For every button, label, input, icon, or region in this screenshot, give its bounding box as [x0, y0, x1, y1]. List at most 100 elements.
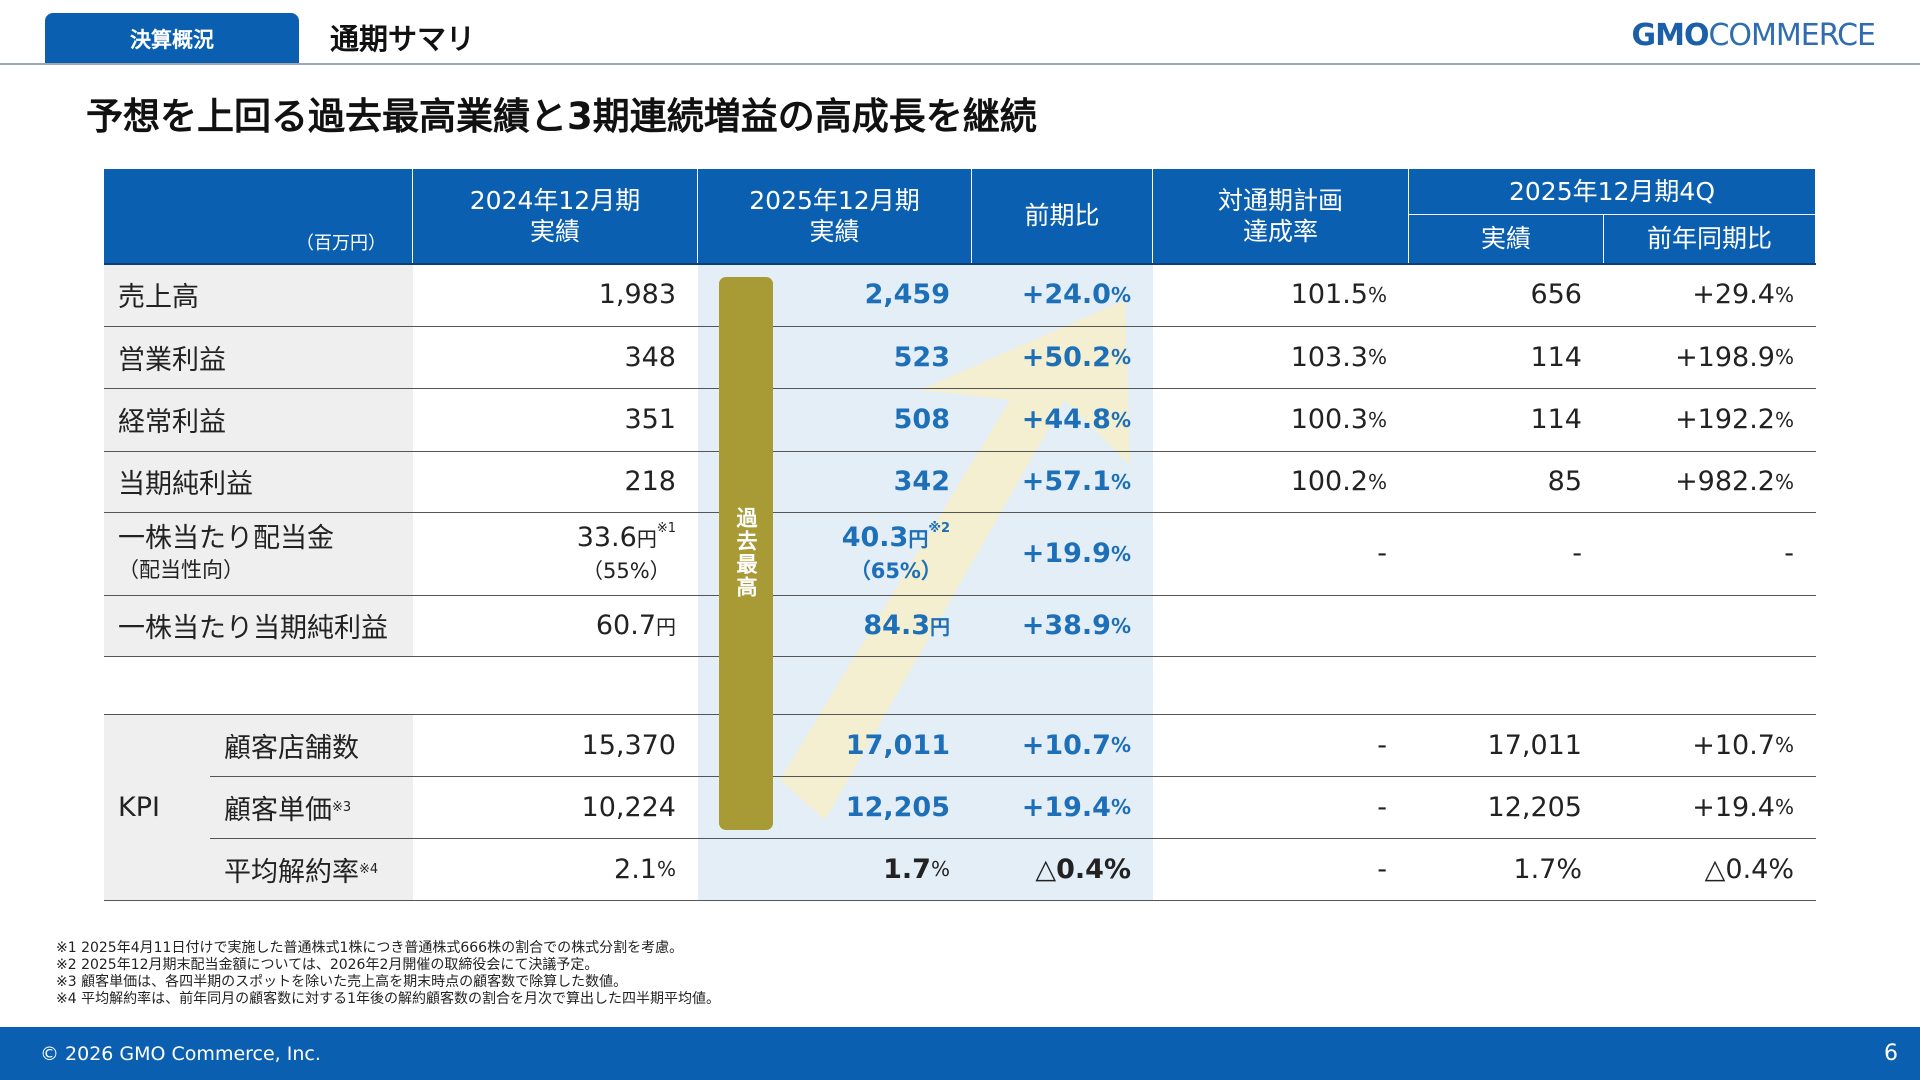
cell-text: +38.9: [1021, 610, 1111, 641]
page-number: 6: [1884, 1041, 1898, 1066]
unit: %: [1774, 469, 1794, 494]
row-divider: [104, 326, 1816, 327]
unit: 円: [636, 527, 657, 552]
cell-text: +44.8: [1021, 404, 1111, 435]
footer-bar: © 2026 GMO Commerce, Inc. 6: [0, 1027, 1920, 1080]
fy2025-value: 508: [698, 388, 972, 451]
cell-text: 218: [624, 466, 676, 497]
cell-text: 85: [1547, 466, 1582, 497]
cell-text: 12,205: [1487, 791, 1582, 823]
cell-text: 2025年12月期: [749, 185, 920, 215]
yoy-value: +19.9%: [972, 512, 1153, 595]
note: ※3: [332, 799, 352, 815]
plan-achievement: 101.5%: [1153, 263, 1409, 326]
unit: %: [1367, 345, 1387, 369]
yoy-value: +57.1%: [972, 451, 1153, 512]
fy2024-value: 1,983: [413, 263, 698, 326]
yoy-value: +50.2%: [972, 326, 1153, 388]
cell-text: 達成率: [1242, 217, 1318, 246]
row-divider: [210, 838, 1816, 839]
cell-text: 114: [1530, 341, 1582, 373]
unit: %: [1774, 345, 1794, 369]
note: ※2: [928, 521, 950, 537]
cell-text: -: [1377, 538, 1387, 569]
yoy-value: +44.8%: [972, 388, 1153, 451]
copyright: © 2026 GMO Commerce, Inc.: [40, 1043, 321, 1065]
q4-value: 1.7%: [1409, 838, 1604, 900]
row-divider: [104, 388, 1816, 389]
row-divider: [104, 656, 1816, 657]
cell-text: +50.2: [1021, 341, 1111, 373]
unit: %: [1367, 407, 1387, 432]
cell-text: 40.3: [841, 522, 909, 554]
footnote: ※3 顧客単価は、各四半期のスポットを除いた売上高を期末時点の顧客数で除算した数…: [56, 974, 628, 990]
cell-text: +24.0: [1021, 279, 1111, 310]
cell-text: 営業利益: [118, 344, 226, 376]
cell-text: 348: [624, 341, 676, 373]
cell-text: 2024年12月期: [469, 185, 641, 215]
cell-text: 一株当たり当期純利益: [118, 613, 388, 644]
q4-value: 12,205: [1409, 776, 1604, 838]
row-label: 一株当たり配当金 （配当性向）: [104, 512, 413, 595]
row-divider: [210, 776, 1816, 777]
cell-text: -: [1784, 538, 1794, 569]
cell-text: △0.4%: [1035, 853, 1131, 885]
yoy-value: +19.4%: [972, 776, 1153, 838]
fy2024-value: 218: [413, 451, 698, 512]
cell-text: 1,983: [598, 279, 676, 310]
plan-achievement: -: [1153, 838, 1409, 900]
cell-text: 実績: [529, 217, 580, 246]
yoy-value: △0.4%: [972, 838, 1153, 900]
fy2024-value: 33.6円※1 （55%）: [413, 512, 698, 595]
q4-yoy: +982.2%: [1604, 451, 1816, 512]
cell-text: 1.7: [883, 853, 931, 885]
fy2024-value: 348: [413, 326, 698, 388]
cell-text: 508: [893, 404, 950, 435]
row-divider: [104, 451, 1816, 452]
header-4q: 2025年12月期4Q: [1409, 169, 1816, 214]
unit: %: [1774, 282, 1794, 307]
cell-text: （65%）: [849, 558, 942, 583]
unit: 円: [656, 615, 676, 639]
row-divider: [104, 263, 1816, 265]
row-divider: [104, 595, 1816, 596]
fy2024-value: 351: [413, 388, 698, 451]
cell-text: -: [1377, 729, 1387, 761]
cell-text: 前年同期比: [1646, 224, 1772, 254]
cell-text: 実績: [1480, 224, 1531, 254]
kpi-row-label: 顧客店舗数: [210, 714, 413, 776]
cell-text: 実績: [809, 217, 860, 246]
q4-yoy: △0.4%: [1604, 838, 1816, 900]
kpi-row-label: 平均解約率 ※4: [210, 838, 413, 900]
row-divider: [104, 512, 1816, 513]
q4-yoy: -: [1604, 512, 1816, 595]
fy2025-value: 2,459: [698, 263, 972, 326]
row-label: 当期純利益: [104, 451, 413, 512]
cell-text: 2,459: [864, 279, 950, 310]
cell-text: 売上高: [118, 282, 199, 313]
unit: %: [1110, 541, 1131, 566]
fy2024-value: 60.7 円: [413, 595, 698, 656]
row-label: 経常利益: [104, 388, 413, 451]
row-label: 売上高: [104, 263, 413, 326]
plan-achievement: -: [1153, 714, 1409, 776]
unit: %: [1774, 407, 1794, 432]
plan-achievement: 100.2%: [1153, 451, 1409, 512]
fy2025-value: 40.3円※2 （65%）: [698, 512, 972, 595]
footnotes: ※1 2025年4月11日付けで実施した普通株式1株につき普通株式666株の割合…: [56, 940, 720, 1008]
unit: %: [1774, 795, 1794, 819]
growth-arrow-icon: [780, 300, 1130, 820]
row-divider: [104, 900, 1816, 901]
row-label: 一株当たり当期純利益: [104, 595, 413, 656]
cell-text: 経常利益: [118, 407, 226, 438]
unit: %: [1110, 407, 1131, 432]
cell-text: 当期純利益: [118, 469, 253, 500]
cell-text: 平均解約率: [224, 856, 359, 888]
header-4q-actual: 実績: [1409, 215, 1604, 263]
cell-text: 523: [893, 341, 950, 373]
cell-text: （55%）: [582, 558, 671, 583]
cell-text: 一株当たり配当金: [118, 522, 334, 554]
section-tab[interactable]: 決算概況: [45, 13, 299, 64]
cell-text: 33.6: [576, 522, 637, 554]
unit: %: [1110, 795, 1131, 819]
